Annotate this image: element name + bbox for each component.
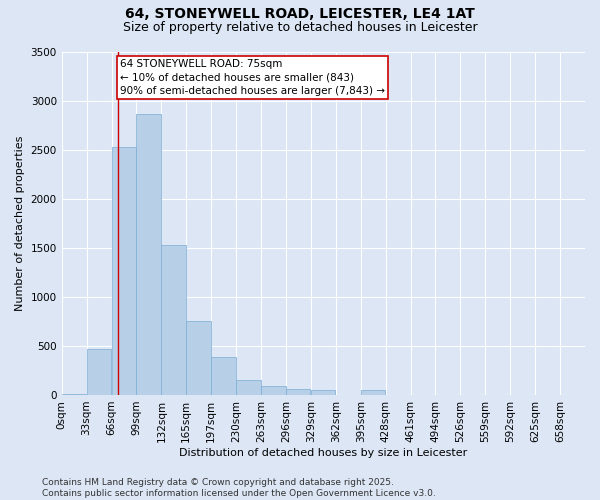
Text: 64 STONEYWELL ROAD: 75sqm
← 10% of detached houses are smaller (843)
90% of semi: 64 STONEYWELL ROAD: 75sqm ← 10% of detac…	[120, 60, 385, 96]
Text: Size of property relative to detached houses in Leicester: Size of property relative to detached ho…	[122, 21, 478, 34]
Bar	[261, 386, 286, 395]
Bar	[361, 390, 385, 395]
Bar	[186, 322, 211, 395]
Bar	[86, 349, 111, 395]
Bar	[112, 146, 136, 395]
Text: Contains HM Land Registry data © Crown copyright and database right 2025.
Contai: Contains HM Land Registry data © Crown c…	[42, 478, 436, 498]
Bar	[236, 380, 260, 395]
Bar	[311, 390, 335, 395]
Bar	[136, 114, 161, 395]
Text: 64, STONEYWELL ROAD, LEICESTER, LE4 1AT: 64, STONEYWELL ROAD, LEICESTER, LE4 1AT	[125, 8, 475, 22]
Bar	[161, 245, 186, 395]
Y-axis label: Number of detached properties: Number of detached properties	[15, 136, 25, 311]
Bar	[286, 389, 310, 395]
X-axis label: Distribution of detached houses by size in Leicester: Distribution of detached houses by size …	[179, 448, 467, 458]
Bar	[211, 356, 236, 395]
